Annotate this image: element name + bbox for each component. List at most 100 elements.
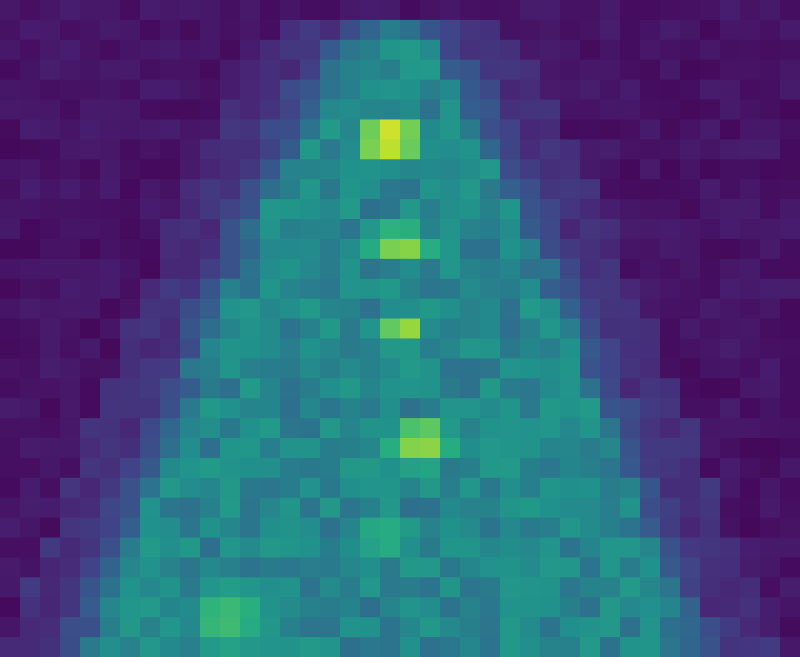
heatmap-cell — [780, 39, 800, 61]
heatmap-cell — [360, 199, 381, 220]
heatmap-cell — [660, 358, 681, 379]
heatmap-cell — [160, 637, 181, 657]
heatmap-cell — [540, 537, 561, 559]
heatmap-cell — [400, 358, 421, 379]
heatmap-cell — [0, 99, 21, 121]
heatmap-cell — [40, 557, 61, 578]
heatmap-cell — [780, 0, 800, 21]
heatmap-cell — [180, 99, 201, 121]
heatmap-cell — [300, 597, 321, 618]
heatmap-cell — [240, 537, 261, 559]
heatmap-cell — [560, 597, 581, 618]
heatmap-cell — [540, 258, 561, 280]
heatmap-cell — [640, 438, 661, 459]
heatmap-cell — [520, 79, 541, 101]
heatmap-cell — [360, 179, 381, 200]
heatmap-cell — [400, 59, 421, 81]
heatmap-cell — [100, 258, 121, 280]
heatmap-cell — [640, 338, 661, 359]
heatmap-cell — [260, 39, 281, 61]
heatmap-cell — [120, 318, 141, 340]
heatmap-cell — [360, 159, 381, 180]
heatmap-cell — [260, 418, 281, 439]
heatmap-cell — [60, 398, 81, 419]
heatmap-cell — [120, 298, 141, 320]
heatmap-cell — [460, 0, 481, 21]
heatmap-cell — [120, 378, 141, 399]
heatmap-cell — [500, 617, 521, 638]
heatmap-cell — [580, 497, 601, 519]
heatmap-cell — [200, 418, 221, 439]
heatmap-cell — [0, 338, 21, 359]
heatmap-cell — [340, 278, 361, 300]
heatmap-cell — [420, 438, 441, 459]
heatmap-cell — [440, 119, 461, 140]
heatmap-cell — [360, 258, 381, 280]
heatmap-cell — [600, 79, 621, 101]
heatmap-cell — [280, 318, 301, 340]
heatmap-cell — [220, 318, 241, 340]
heatmap-cell — [460, 537, 481, 559]
heatmap-cell — [700, 617, 721, 638]
heatmap-cell — [780, 637, 800, 657]
heatmap-cell — [240, 19, 261, 41]
heatmap-cell — [600, 179, 621, 200]
heatmap-cell — [40, 199, 61, 220]
heatmap-cell — [280, 0, 301, 21]
heatmap-cell — [40, 497, 61, 519]
heatmap-cell — [280, 278, 301, 300]
heatmap-cell — [240, 0, 261, 21]
heatmap-cell — [140, 39, 161, 61]
heatmap-cell — [700, 39, 721, 61]
heatmap-cell — [640, 378, 661, 399]
heatmap-cell — [340, 238, 361, 260]
heatmap-cell — [40, 159, 61, 180]
heatmap-cell — [400, 378, 421, 399]
heatmap-cell — [760, 557, 781, 578]
heatmap-cell — [0, 597, 21, 618]
heatmap-cell — [380, 99, 401, 121]
heatmap-cell — [280, 99, 301, 121]
heatmap-cell — [160, 378, 181, 399]
heatmap-cell — [360, 278, 381, 300]
heatmap-cell — [360, 219, 381, 240]
heatmap-cell — [320, 159, 341, 180]
heatmap-cell — [260, 597, 281, 618]
heatmap-cell — [360, 39, 381, 61]
heatmap-cell — [440, 617, 461, 638]
heatmap-cell — [420, 19, 441, 41]
heatmap-cell — [460, 59, 481, 81]
heatmap-cell — [140, 398, 161, 419]
heatmap-cell — [740, 557, 761, 578]
heatmap-cell — [480, 258, 501, 280]
heatmap-cell — [200, 238, 221, 260]
heatmap-cell — [440, 338, 461, 359]
heatmap-cell — [260, 59, 281, 81]
heatmap-cell — [780, 119, 800, 140]
heatmap-cell — [520, 438, 541, 459]
heatmap-cell — [420, 617, 441, 638]
heatmap-cell — [720, 19, 741, 41]
heatmap-cell — [360, 238, 381, 260]
heatmap-cell — [200, 517, 221, 539]
heatmap-cell — [340, 179, 361, 200]
heatmap-cell — [740, 517, 761, 539]
heatmap-cell — [240, 318, 261, 340]
heatmap-cell — [340, 79, 361, 101]
heatmap-cell — [500, 318, 521, 340]
heatmap-cell — [340, 597, 361, 618]
heatmap-cell — [780, 617, 800, 638]
heatmap-cell — [380, 219, 401, 240]
heatmap-cell — [240, 159, 261, 180]
heatmap-cell — [400, 39, 421, 61]
heatmap-cell — [460, 398, 481, 419]
heatmap-cell — [180, 577, 201, 598]
heatmap-cell — [20, 39, 41, 61]
heatmap-cell — [280, 537, 301, 559]
heatmap-cell — [620, 338, 641, 359]
heatmap-cell — [420, 119, 441, 140]
heatmap-cell — [80, 238, 101, 260]
heatmap-cell — [460, 159, 481, 180]
heatmap-cell — [500, 298, 521, 320]
heatmap-cell — [280, 597, 301, 618]
